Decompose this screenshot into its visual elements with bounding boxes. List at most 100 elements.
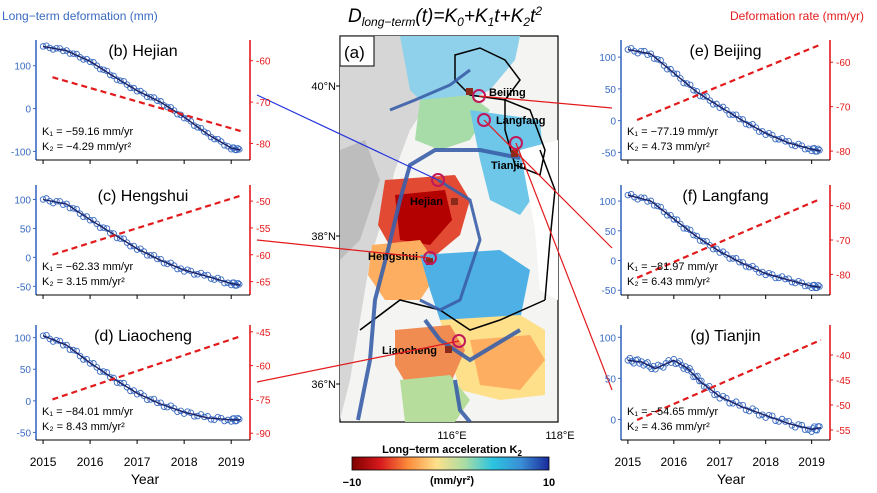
city-label-tianjin: Tianjin [491,160,527,172]
connector-hejian [256,94,439,181]
deformation-point [86,360,94,367]
year-label: 2015 [30,455,57,469]
deformation-point [693,88,701,95]
rate-line [636,338,822,422]
deformation-point [164,103,171,111]
k1-label: K₁ = −84.01 mm/yr [42,406,133,418]
year-label: 2019 [798,455,825,469]
left-tick-label: 100 [14,195,31,206]
deformation-point [683,225,691,232]
panel-langfang: 100 50 0 -50 -60 -70 -80 (f) Langfang K₁ = −81.9… [599,185,851,299]
deformation-point [801,145,809,153]
deformation-point [100,224,107,231]
city-label-langfang: Langfang [496,115,546,127]
deformation-point [117,77,124,84]
city-marker [445,346,452,353]
connector-beijing [478,95,613,109]
right-tick-label: -50 [836,401,851,412]
city-hejian[interactable]: Hejian [410,173,458,208]
deformation-point [70,346,77,354]
deformation-point [39,332,47,339]
year-label: 2015 [615,455,642,469]
city-tianjin[interactable]: Tianjin [491,136,527,172]
deformation-point [641,47,648,55]
city-marker [511,150,518,157]
deformation-point [123,239,131,246]
equation-plus2: + [500,6,511,27]
right-tick-label: -70 [836,236,851,247]
equation-k2-sub: 2 [522,15,530,29]
fit-curve [42,335,241,421]
connector-tianjin [515,142,613,391]
k2-label: K₂ = 4.73 mm/yr² [627,141,710,153]
left-tick-label: 100 [599,333,616,344]
deformation-point [698,377,705,385]
city-circle [509,136,523,150]
deformation-point [190,271,198,278]
city-langfang[interactable]: Langfang [477,113,546,127]
city-beijing[interactable]: Beijing [466,87,526,103]
k2-label: K₂ = 6.43 mm/yr² [627,276,710,288]
deformation-point [814,282,822,289]
right-tick-label: -75 [256,395,271,406]
equation-k2-exp: 2 [534,4,542,18]
colorbar-title: Long−term acceleration K2 [382,444,522,458]
left-tick-label: 100 [599,197,616,208]
deformation-point [736,402,743,409]
deformation-point [100,368,107,375]
k1-label: K₁ = −54.65 mm/yr [627,406,718,418]
deformation-point [234,414,242,422]
right-tick-label: -60 [256,362,271,373]
deformation-point [782,138,789,145]
deformation-point [86,58,94,66]
field-green [415,95,490,150]
deformation-point [217,138,225,145]
deformation-point [814,145,822,153]
k2-label: K₂ = −4.29 mm/yr² [42,141,132,153]
deformation-point [76,352,84,360]
deformation-point [140,248,148,255]
right-tick-label: -60 [836,58,851,69]
left-tick-label: -50 [602,148,617,159]
right-tick-label: -60 [836,202,851,213]
deformation-point [693,232,701,240]
deformation-point [180,114,188,122]
deformation-point [117,235,124,242]
deformation-point [677,75,684,82]
deformation-point [752,124,760,131]
equation-k0: K [444,6,458,27]
deformation-point [130,242,138,250]
deformation-point [154,255,161,263]
city-label-hejian: Hejian [410,196,443,208]
deformation-point [187,118,195,125]
equation-k2: K [511,6,525,27]
river [356,148,521,421]
city-circle [431,173,445,187]
right-tick-label: -80 [836,270,851,281]
deformation-point [93,220,101,228]
right-tick-label: -45 [836,376,851,387]
panel-beijing: 100 50 0 -50 -60 -70 -80 (e) Beijing K₁ = −77.19… [599,40,851,164]
deformation-point [667,212,674,219]
right-tick-label: -60 [256,57,271,68]
k1-label: K₁ = −81.97 mm/yr [627,261,718,273]
panel-label: (b) Hejian [108,43,177,60]
equation: Dlong−term(t)=K0+K1t+K2t2 [348,4,542,29]
deformation-point [100,66,107,73]
city-hengshui[interactable]: Hengshui [368,251,437,265]
panel-label: (d) Liaocheng [94,328,192,345]
deformation-point [684,366,691,374]
colorbar-title-text: Long−term acceleration K [382,444,517,456]
equation-plus1: + [464,6,475,27]
deformation-point [147,396,154,403]
deformation-point [713,100,720,108]
deformation-point [201,128,208,135]
deformation-point [667,65,674,73]
deformation-point [221,279,228,287]
year-labels: 2015 2016 2017 2018 2019 2015 2016 2017 2018 2019 [30,455,826,469]
deformation-point [70,50,77,57]
deformation-point [93,62,101,69]
deformation-point [174,408,181,415]
right-tick-label: -50 [256,197,271,208]
deformation-point [234,279,242,287]
